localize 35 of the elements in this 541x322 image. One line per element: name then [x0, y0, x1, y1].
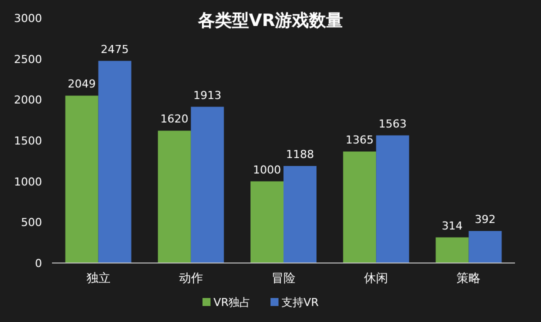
y-tick-label: 2000	[14, 94, 42, 107]
y-tick-label: 1500	[14, 134, 42, 148]
data-label: 2049	[68, 78, 96, 91]
x-tick-label: 策略	[456, 271, 481, 285]
data-label: 314	[442, 219, 463, 232]
bar	[65, 96, 98, 263]
data-label: 1365	[346, 134, 374, 147]
legend-label: 支持VR	[282, 296, 320, 309]
y-tick-label: 500	[21, 216, 42, 230]
data-label: 1000	[253, 163, 281, 176]
bar	[343, 152, 376, 263]
bar	[284, 166, 316, 263]
y-tick-label: 1000	[14, 175, 42, 188]
bar	[468, 230, 502, 263]
x-tick-label: 动作	[178, 271, 203, 285]
chart-title: 各类型VR游戏数量	[196, 11, 344, 31]
y-tick-label: 3000	[14, 12, 42, 25]
bar	[376, 135, 410, 263]
x-tick-label: 休闲	[364, 271, 388, 285]
y-tick-label: 2500	[14, 52, 42, 66]
legend-label: VR独占	[214, 296, 251, 309]
bar	[250, 181, 284, 263]
data-label: 1188	[286, 148, 314, 161]
data-label: 392	[474, 212, 496, 226]
x-tick-label: 独立	[86, 271, 110, 285]
data-label: 2475	[100, 42, 129, 56]
data-label: 1563	[378, 117, 407, 130]
y-tick-label: 0	[35, 257, 42, 270]
data-label: 1913	[193, 88, 222, 102]
bar	[436, 237, 469, 263]
bar	[98, 60, 132, 263]
bar	[190, 106, 224, 263]
x-tick-label: 冒险	[272, 271, 296, 285]
bar	[158, 130, 191, 263]
data-label: 1620	[160, 112, 188, 126]
